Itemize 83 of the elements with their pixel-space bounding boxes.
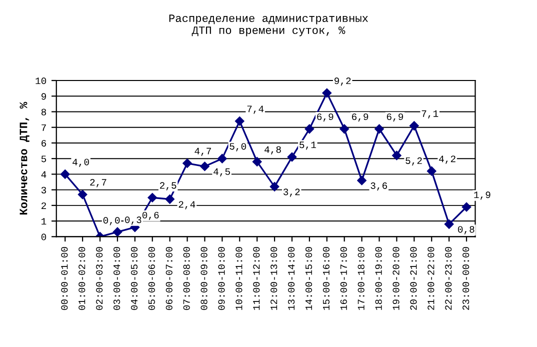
data-label: 3,6 <box>370 182 388 191</box>
data-label: 1,9 <box>474 192 490 200</box>
point <box>252 157 262 166</box>
x-tick-label: 14:00-15:00 <box>305 246 312 310</box>
x-tick-label: 07:00-08:00 <box>183 246 190 310</box>
y-axis-title: Количество ДТП, % <box>20 102 30 215</box>
data-label: 4,7 <box>194 148 211 156</box>
point <box>287 152 297 162</box>
point <box>462 202 472 212</box>
point <box>392 150 402 160</box>
data-label: 4,2 <box>439 156 456 164</box>
point <box>426 166 436 176</box>
x-tick-label: 20:00-21:00 <box>410 246 417 310</box>
x-tick-label: 13:00-14:00 <box>288 246 295 310</box>
y-tick-label: 8 <box>41 108 46 116</box>
point <box>78 190 88 200</box>
point <box>322 88 332 98</box>
y-tick-label: 3 <box>41 186 46 194</box>
x-tick-label: 06:00-07:00 <box>166 246 172 310</box>
point <box>182 158 192 168</box>
data-label: 6,9 <box>317 113 334 122</box>
y-tick-label: 4 <box>41 171 46 178</box>
data-label: 4,5 <box>214 168 230 177</box>
y-tick-label: 9 <box>42 93 46 100</box>
point <box>112 227 122 237</box>
data-label: 2,4 <box>178 201 196 210</box>
y-tick-label: 5 <box>41 156 46 162</box>
x-tick-label: 17:00-18:00 <box>358 246 364 310</box>
data-label: 5,0 <box>230 143 246 152</box>
x-tick-label: 00:00-01:00 <box>61 246 68 310</box>
x-tick-label: 18:00-19:00 <box>375 246 382 310</box>
data-label: 6,9 <box>386 113 404 122</box>
y-tick-label: 10 <box>36 78 46 84</box>
y-tick-label: 6 <box>42 140 46 147</box>
x-tick-label: 10:00-11:00 <box>236 246 242 310</box>
x-tick-label: 15:00-16:00 <box>322 246 330 310</box>
point <box>357 176 366 186</box>
data-label: 3,2 <box>283 188 300 197</box>
x-tick-label: 05:00-06:00 <box>148 246 155 310</box>
chart-title: Распределение административных ДТП по времени суток, % <box>169 14 368 36</box>
data-label: 5,2 <box>406 157 422 166</box>
point <box>60 170 70 179</box>
y-tick-label: 1 <box>42 218 46 225</box>
data-label: 4,0 <box>72 158 89 167</box>
data-label: 6,9 <box>352 113 368 122</box>
x-tick-label: 19:00-20:00 <box>392 246 400 310</box>
point <box>444 220 454 229</box>
point <box>200 162 210 172</box>
data-label: 9,2 <box>334 78 351 86</box>
x-tick-label: 03:00-04:00 <box>113 246 120 310</box>
point <box>165 194 174 204</box>
point <box>374 124 384 134</box>
data-label: 7,1 <box>422 110 438 119</box>
data-label: 2,7 <box>90 179 106 188</box>
point <box>148 192 157 202</box>
x-tick-label: 11:00-12:00 <box>253 246 260 310</box>
x-tick-label: 04:00-05:00 <box>130 246 138 310</box>
x-tick-label: 23:00-00:00 <box>462 246 470 310</box>
x-tick-label: 12:00-13:00 <box>270 246 278 310</box>
data-label: 7,4 <box>247 106 264 114</box>
y-tick-label: 2 <box>42 202 46 209</box>
y-tick-label: 7 <box>42 124 46 131</box>
x-tick-label: 16:00-17:00 <box>340 246 347 310</box>
point <box>218 154 227 164</box>
y-tick-label: 0 <box>41 234 46 240</box>
x-tick-label: 21:00-22:00 <box>428 246 434 310</box>
point <box>270 182 280 192</box>
data-label: 4,8 <box>264 146 281 154</box>
point <box>410 121 419 130</box>
x-tick-label: 22:00-23:00 <box>445 246 452 310</box>
data-label: 2,5 <box>160 182 176 190</box>
x-tick-label: 09:00-10:00 <box>218 246 225 310</box>
data-label: 0,3 <box>125 216 142 225</box>
x-tick-label: 02:00-03:00 <box>96 246 103 310</box>
point <box>235 116 244 126</box>
point <box>340 124 349 134</box>
data-label: 5,1 <box>300 142 316 150</box>
x-tick-label: 01:00-02:00 <box>78 246 86 310</box>
data-label: 0,8 <box>458 226 474 234</box>
point <box>304 124 314 134</box>
data-label: 0,6 <box>142 212 159 220</box>
data-label: 0,0 <box>103 217 120 226</box>
x-tick-label: 08:00-09:00 <box>200 246 208 310</box>
